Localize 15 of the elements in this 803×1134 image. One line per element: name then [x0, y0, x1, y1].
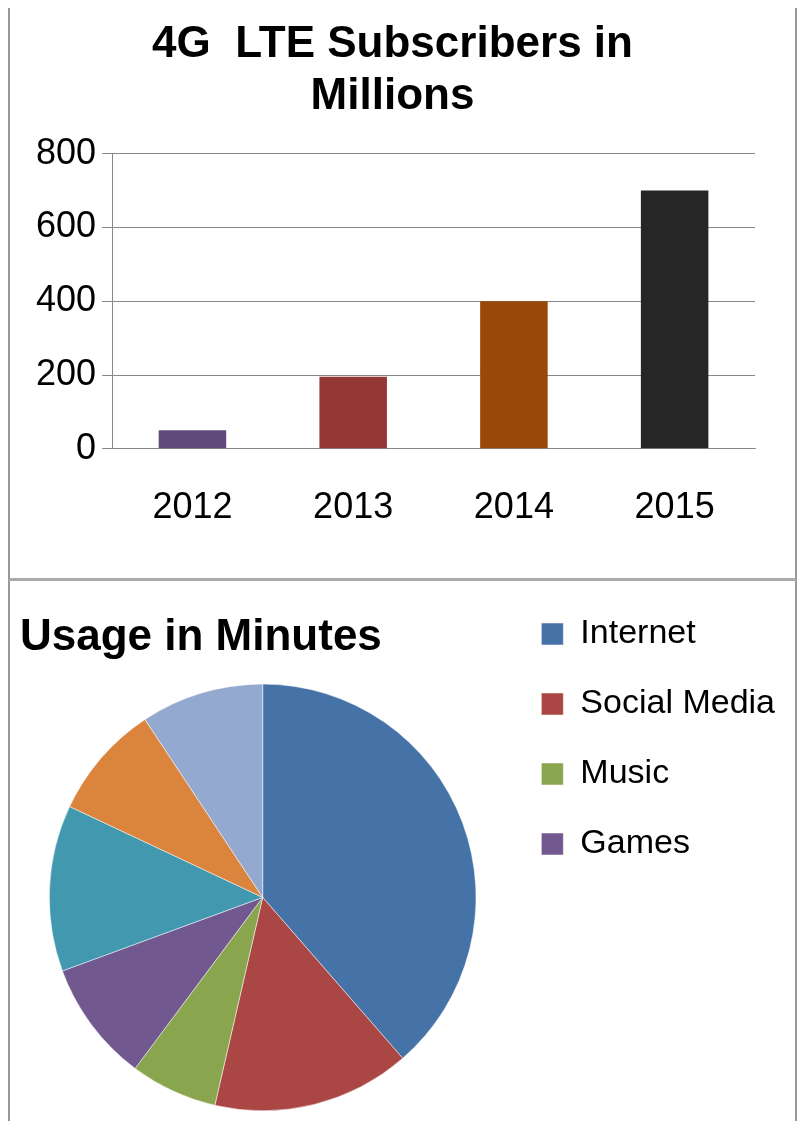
- legend-label: Social Media: [580, 682, 776, 721]
- chart-title: 4G LTE Subscribers in Millions: [152, 16, 633, 119]
- y-tick-label: 200: [35, 351, 97, 393]
- y-tick-label: 400: [35, 278, 97, 320]
- x-tick-label: 2013: [313, 485, 394, 527]
- y-tick-label: 600: [35, 204, 97, 246]
- x-tick-label: 2012: [152, 485, 233, 527]
- x-tick-label: 2014: [473, 485, 554, 527]
- legend-label: Internet: [580, 612, 697, 651]
- legend-label: Music: [580, 752, 670, 791]
- y-tick-label: 0: [76, 425, 97, 467]
- x-tick-label: 2015: [634, 485, 715, 527]
- y-tick-label: 800: [35, 130, 97, 172]
- legend-label: Games: [580, 822, 690, 861]
- chart-title: Usage in Minutes: [20, 609, 382, 659]
